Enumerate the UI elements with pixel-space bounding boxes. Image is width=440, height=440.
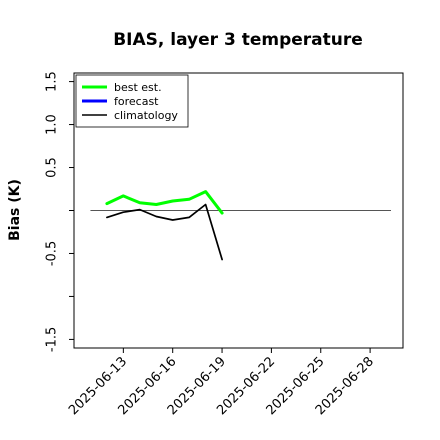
series-line-climatology: [106, 203, 223, 261]
legend-entry-label: climatology: [114, 109, 178, 122]
legend-entry-label: forecast: [114, 95, 159, 108]
y-tick-label: -1.5: [45, 327, 60, 352]
y-tick-label: -0.5: [45, 241, 60, 266]
series-line-best-est-: [105, 190, 224, 215]
y-tick-label: 1.5: [45, 71, 60, 92]
y-axis-label: Bias (K): [7, 179, 23, 241]
y-tick-label: 1.0: [45, 114, 60, 135]
y-tick-label: 0.5: [45, 157, 60, 178]
chart-title: BIAS, layer 3 temperature: [113, 30, 363, 50]
plot-area: -1.5-0.50.51.01.52025-06-132025-06-16202…: [45, 71, 404, 418]
legend-entry-label: best est.: [114, 81, 162, 94]
